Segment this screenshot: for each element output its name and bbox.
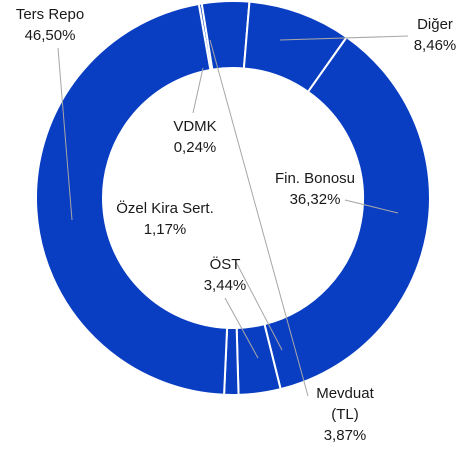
category-name: Mevduat (TL) bbox=[316, 385, 374, 423]
donut-slice bbox=[263, 35, 431, 391]
value-label: 3,44% bbox=[203, 277, 247, 294]
leader-line bbox=[57, 47, 73, 221]
slice-label: Ters Repo 46,50% bbox=[0, 4, 100, 46]
value-label: 1,17% bbox=[143, 221, 187, 238]
slice-label: Fin. Bonosu 36,32% bbox=[265, 168, 365, 210]
slice-label: Mevduat (TL) 3,87% bbox=[305, 383, 385, 446]
value-label: 8,46% bbox=[413, 37, 457, 54]
value-label: 46,50% bbox=[24, 27, 76, 44]
category-name: Özel Kira Sert. bbox=[116, 200, 214, 217]
leader-line bbox=[209, 39, 309, 397]
slice-label: VDMK 0,24% bbox=[160, 116, 230, 158]
category-name: VDMK bbox=[173, 118, 217, 135]
value-label: 36,32% bbox=[289, 191, 341, 208]
leader-line bbox=[344, 199, 399, 214]
leader-line bbox=[224, 297, 259, 359]
value-label: 0,24% bbox=[173, 139, 217, 156]
category-name: ÖST bbox=[209, 256, 241, 273]
leader-line bbox=[192, 67, 204, 114]
leader-lines bbox=[57, 35, 409, 397]
leader-line bbox=[279, 35, 409, 41]
category-name: Ters Repo bbox=[15, 6, 85, 23]
slice-label: Özel Kira Sert. 1,17% bbox=[110, 198, 220, 240]
slice-label: ÖST 3,44% bbox=[190, 254, 260, 296]
category-name: Fin. Bonosu bbox=[274, 170, 356, 187]
category-name: Diğer bbox=[417, 16, 453, 33]
donut-slice bbox=[35, 2, 229, 396]
slice-label: Diğer 8,46% bbox=[400, 14, 466, 56]
leader-line bbox=[235, 261, 283, 351]
value-label: 3,87% bbox=[323, 427, 367, 444]
